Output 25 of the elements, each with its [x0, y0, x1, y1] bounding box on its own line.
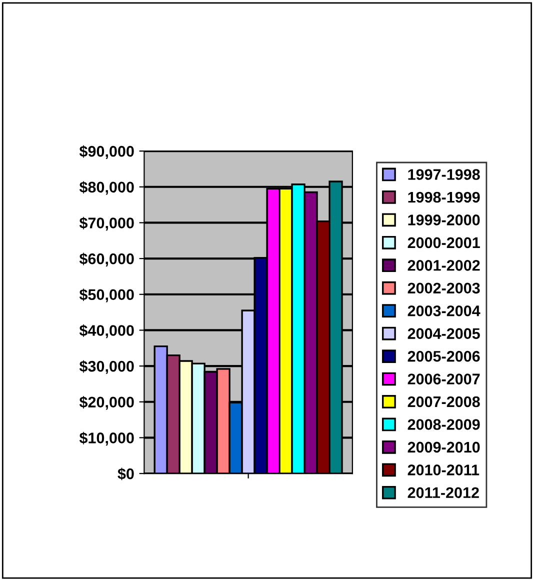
legend-label: 2002-2003 [408, 282, 480, 294]
legend-label: 2005-2006 [408, 350, 480, 362]
legend-label: 1999-2000 [408, 214, 480, 226]
y-tick-label: $90,000 [79, 145, 134, 159]
legend-label: 2006-2007 [408, 374, 480, 384]
y-tick-label: $80,000 [79, 181, 134, 195]
legend-label: 1997-1998 [408, 169, 480, 180]
y-tick-label: $30,000 [79, 360, 134, 374]
legend-label: 2009-2010 [408, 442, 480, 453]
y-tick-label: $0 [118, 468, 134, 480]
legend-label: 2000-2001 [408, 237, 480, 248]
y-tick-label: $40,000 [79, 324, 134, 338]
legend-label: 2007-2008 [408, 396, 480, 408]
legend-label: 2008-2009 [408, 419, 480, 430]
y-tick-label: $50,000 [79, 288, 134, 302]
y-tick-label: $60,000 [79, 252, 134, 266]
y-tick-label: $70,000 [79, 216, 134, 231]
y-tick-label: $10,000 [79, 432, 134, 446]
legend-label: 2011-2012 [408, 487, 479, 498]
legend-label: 2003-2004 [408, 305, 480, 316]
legend-label: 1998-1999 [408, 192, 480, 203]
y-tick-label: $20,000 [79, 396, 134, 410]
legend-label: 2010-2011 [408, 464, 480, 476]
legend-label: 2001-2002 [408, 260, 480, 271]
legend-label: 2004-2005 [408, 328, 480, 339]
